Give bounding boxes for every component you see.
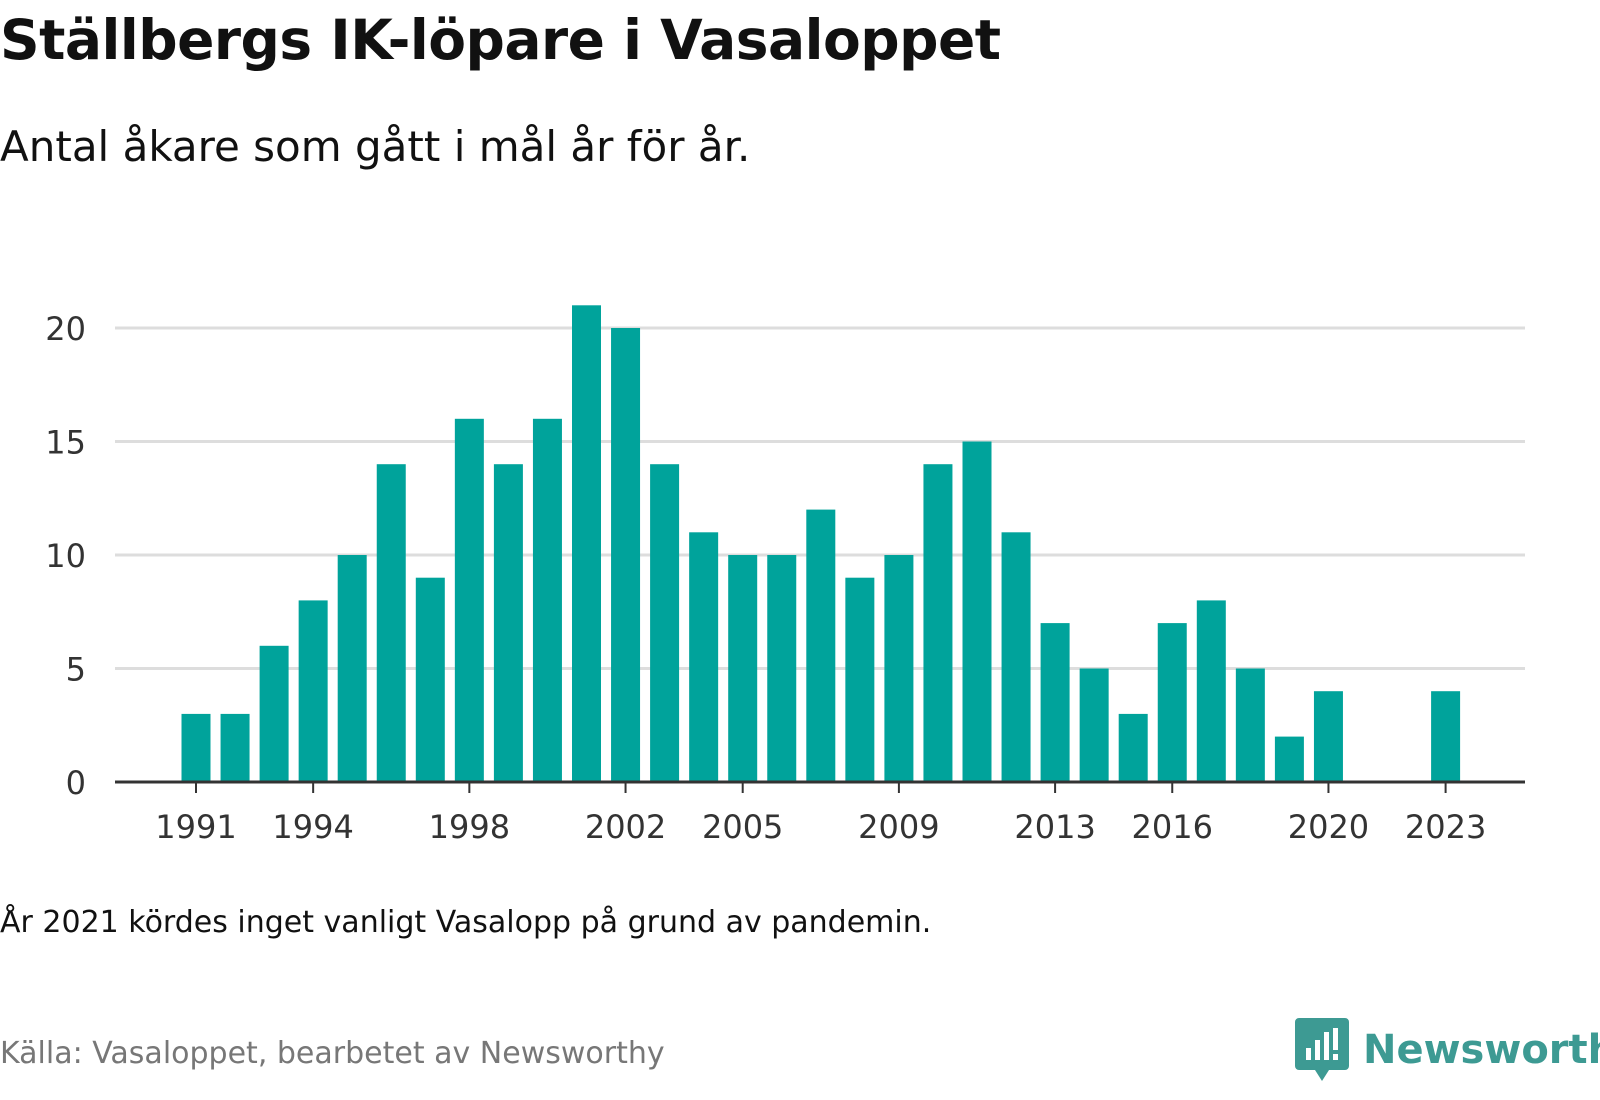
x-tick-label: 2002 [585,808,666,846]
bar [1001,532,1031,782]
bar [220,713,250,782]
bar [1431,691,1461,782]
bar [806,509,836,782]
newsworthy-logo-icon [1295,1018,1349,1081]
bar [845,577,875,782]
y-tick-label: 0 [66,764,86,802]
bar [1157,623,1187,782]
bar [1079,668,1109,782]
y-tick-label: 15 [45,424,86,462]
bar [376,464,406,782]
x-tick-label: 2020 [1288,808,1369,846]
bar [415,577,445,782]
y-tick-label: 10 [45,537,86,575]
bar [884,555,914,782]
bar [181,713,211,782]
bar [728,555,758,782]
bar [1274,736,1304,782]
bar [298,600,328,782]
x-tick-label: 2013 [1014,808,1095,846]
chart-title: Ställbergs IK-löpare i Vasaloppet [0,8,1001,72]
bar [767,555,797,782]
bar [1118,713,1148,782]
bar [572,305,601,782]
x-tick-label: 1994 [272,808,353,846]
chart-subtitle: Antal åkare som gått i mål år för år. [0,122,751,171]
x-tick-label: 2023 [1405,808,1486,846]
y-tick-label: 5 [66,651,86,689]
bar [1040,623,1070,782]
brand-name: Newsworthy [1363,1027,1600,1073]
bar [923,464,953,782]
bar [611,328,641,782]
x-tick-label: 1998 [429,808,510,846]
bar [532,418,562,782]
x-tick-label: 1991 [155,808,236,846]
bar [493,464,523,782]
y-tick-label: 20 [45,310,86,348]
chart-note: År 2021 kördes inget vanligt Vasalopp på… [0,905,932,940]
bar [1196,600,1226,782]
bar [1235,668,1265,782]
bar [689,532,719,782]
bar [1313,691,1343,782]
bar [259,645,289,782]
bar [337,555,367,782]
x-tick-label: 2005 [702,808,783,846]
bar-chart: 0 5 10 15 20 1991 1994 1998 2002 2005 2009 2013 2016… [45,305,1525,846]
x-tick-label: 2009 [858,808,939,846]
bar [454,418,484,782]
newsworthy-brand: Newsworthy [1295,1018,1600,1082]
bar [962,441,992,782]
source-credit: Källa: Vasaloppet, bearbetet av Newswort… [0,1036,665,1071]
bar [650,464,680,782]
x-tick-label: 2016 [1132,808,1213,846]
